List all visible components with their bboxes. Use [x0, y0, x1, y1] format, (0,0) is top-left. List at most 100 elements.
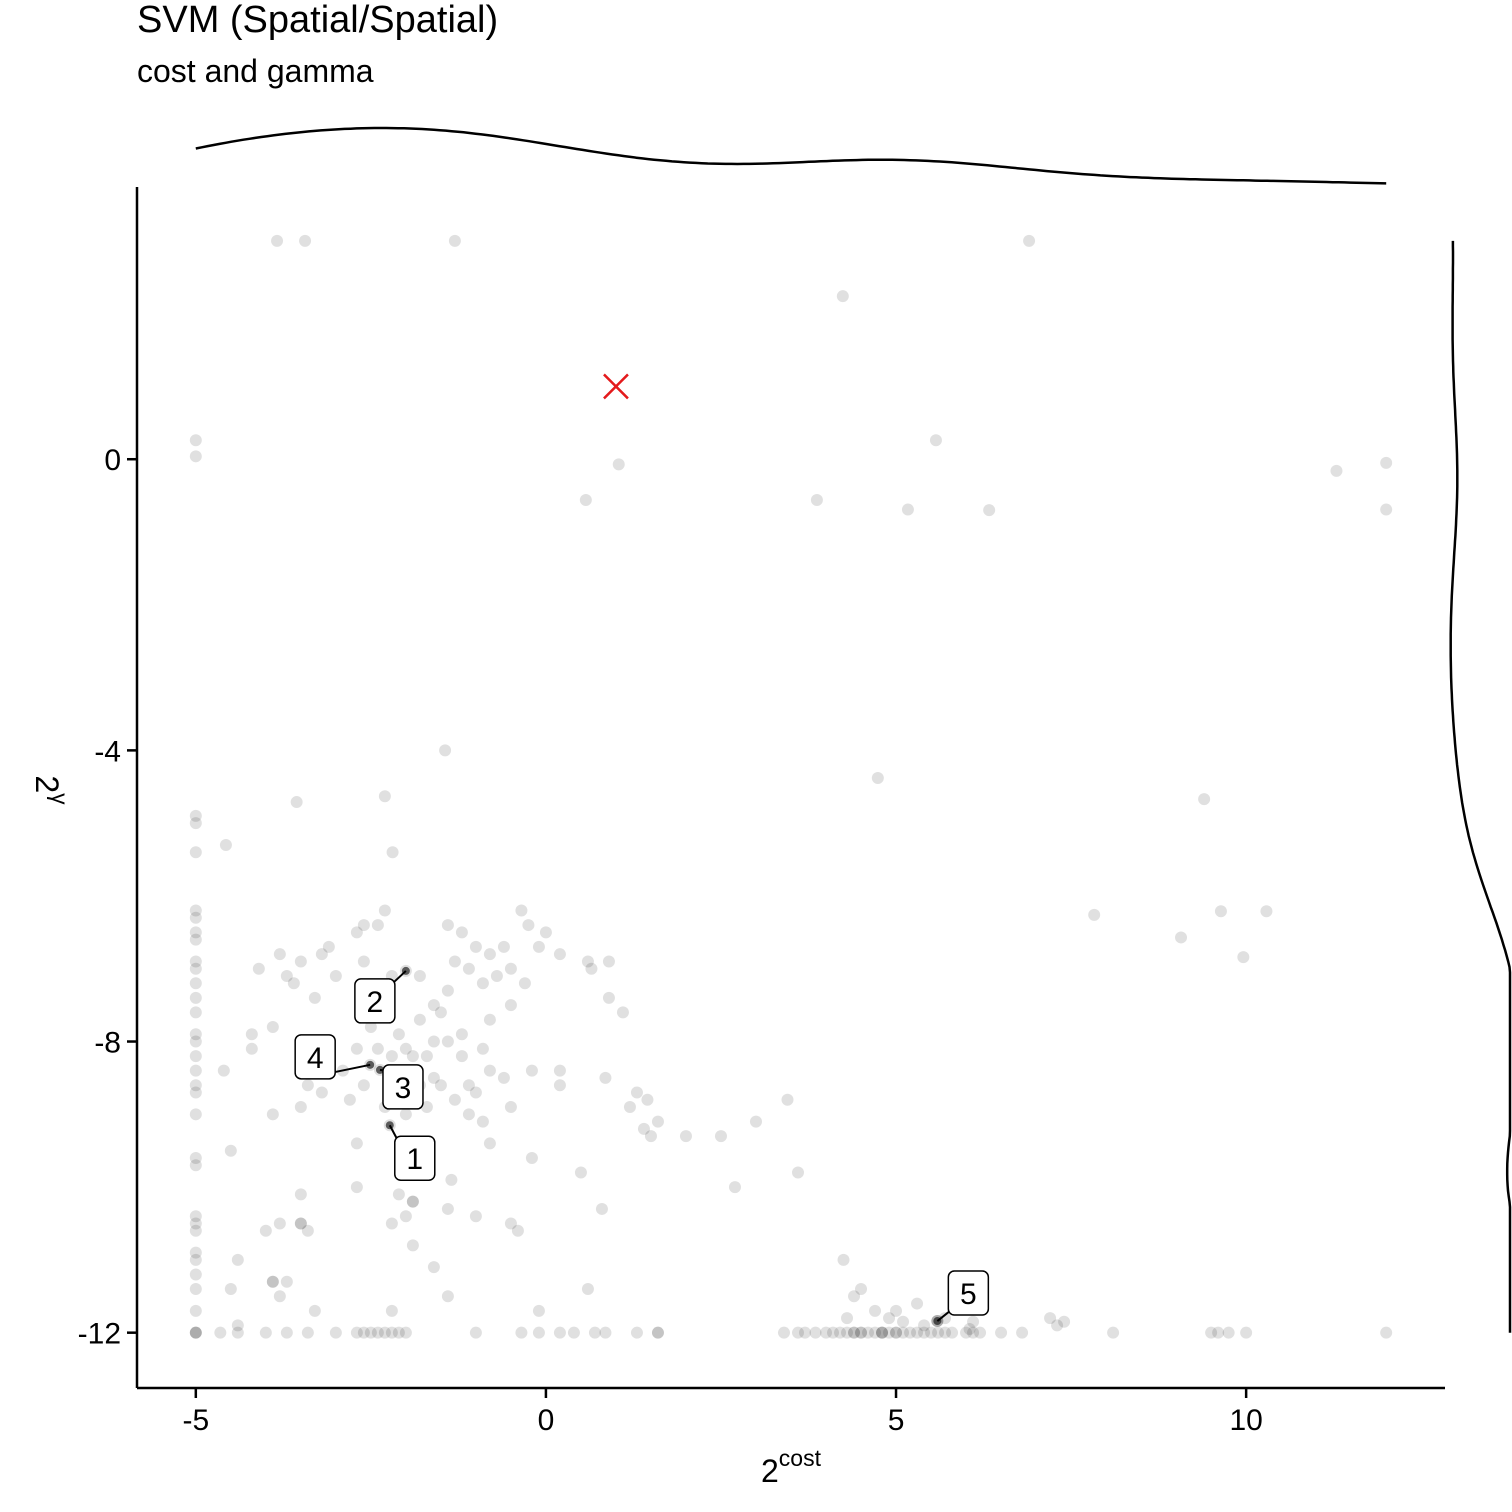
point: [1380, 1326, 1393, 1339]
point: [630, 1326, 643, 1339]
point: [469, 1086, 482, 1099]
point: [189, 1326, 202, 1339]
point: [441, 919, 454, 932]
annotation-label: 5: [960, 1278, 977, 1311]
point: [1222, 1326, 1235, 1339]
point: [189, 434, 202, 447]
point: [386, 846, 399, 859]
x-tick-label: 0: [538, 1404, 555, 1437]
point: [189, 1108, 202, 1121]
point: [245, 1042, 258, 1055]
point: [301, 1224, 314, 1237]
point: [820, 1326, 833, 1339]
point: [925, 1326, 938, 1339]
point: [406, 1050, 419, 1063]
point: [777, 1326, 790, 1339]
point: [809, 1326, 822, 1339]
point: [420, 1101, 433, 1114]
point: [399, 1042, 412, 1055]
annotation-label: 1: [406, 1143, 423, 1176]
point: [280, 1326, 293, 1339]
point: [189, 1304, 202, 1317]
point: [1088, 908, 1101, 921]
point: [189, 1253, 202, 1266]
point: [371, 919, 384, 932]
point: [651, 1326, 664, 1339]
point: [287, 977, 300, 990]
point: [462, 962, 475, 975]
point: [939, 1326, 952, 1339]
point: [189, 977, 202, 990]
point: [714, 1130, 727, 1143]
point: [280, 1275, 293, 1288]
point: [637, 1122, 650, 1135]
point: [231, 1326, 244, 1339]
point: [585, 962, 598, 975]
annotation-label: 4: [307, 1042, 324, 1075]
point: [322, 940, 335, 953]
point: [329, 1326, 342, 1339]
point: [329, 970, 342, 983]
point: [189, 962, 202, 975]
point: [869, 1304, 882, 1317]
point: [855, 1283, 868, 1296]
point: [855, 1326, 868, 1339]
point: [364, 1020, 377, 1033]
point: [810, 493, 823, 506]
point: [189, 1151, 202, 1164]
point: [553, 1079, 566, 1092]
point: [350, 926, 363, 939]
point: [434, 1006, 447, 1019]
point: [497, 940, 510, 953]
point: [392, 1188, 405, 1201]
point: [301, 1079, 314, 1092]
point: [1198, 793, 1211, 806]
point: [189, 846, 202, 859]
point: [392, 1326, 405, 1339]
point: [189, 809, 202, 822]
point: [1058, 1315, 1071, 1328]
point: [995, 1326, 1008, 1339]
point: [231, 1319, 244, 1332]
point: [301, 1326, 314, 1339]
point: [602, 991, 615, 1004]
point: [385, 1304, 398, 1317]
point: [427, 1035, 440, 1048]
point: [599, 1071, 612, 1084]
point: [651, 1115, 664, 1128]
point: [855, 1326, 868, 1339]
point: [189, 1086, 202, 1099]
point: [1214, 905, 1227, 918]
point: [350, 1042, 363, 1055]
point: [490, 970, 503, 983]
annotation-label: 2: [367, 986, 384, 1019]
point: [427, 999, 440, 1012]
y-axis-label: 2γ: [29, 775, 73, 805]
point: [357, 1326, 370, 1339]
point: [518, 977, 531, 990]
point: [1240, 1326, 1253, 1339]
x-density: [195, 126, 1387, 185]
point: [890, 1304, 903, 1317]
x-tick-label: -5: [182, 1404, 209, 1437]
y-label-sup: γ: [47, 793, 73, 805]
annotation-point: [385, 1121, 394, 1130]
point: [532, 940, 545, 953]
point: [1212, 1326, 1225, 1339]
point: [904, 1326, 917, 1339]
point: [189, 1326, 202, 1339]
point: [890, 1326, 903, 1339]
point: [357, 1079, 370, 1092]
point: [280, 970, 293, 983]
point: [504, 962, 517, 975]
annotation-box: [947, 1270, 990, 1316]
y-label-base: 2: [29, 775, 65, 793]
point: [189, 1224, 202, 1237]
annotation-leader: [330, 1063, 371, 1074]
point: [983, 504, 996, 517]
point: [385, 1326, 398, 1339]
point: [219, 839, 232, 852]
point: [406, 1195, 419, 1208]
point: [553, 948, 566, 961]
point: [967, 1315, 980, 1328]
